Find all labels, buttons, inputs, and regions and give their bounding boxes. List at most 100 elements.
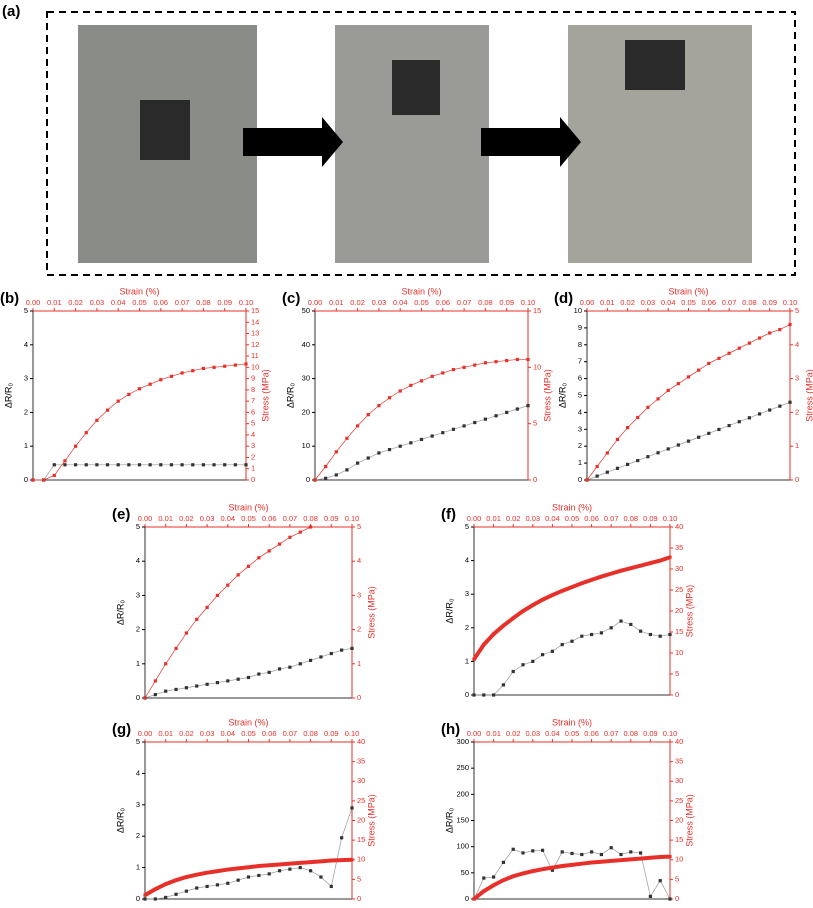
data-point xyxy=(143,893,147,897)
y-tick-label: 3 xyxy=(24,374,28,383)
data-point xyxy=(233,463,237,467)
y2-tick-label: 15 xyxy=(357,835,365,844)
data-point xyxy=(116,463,120,467)
data-point xyxy=(164,662,168,666)
data-point xyxy=(639,629,643,633)
y-tick-label: 5 xyxy=(24,306,28,315)
y-tick-label: 9 xyxy=(578,323,582,332)
data-point xyxy=(788,400,792,404)
data-point xyxy=(215,869,220,873)
series-line xyxy=(473,847,671,900)
y2-tick-label: 2 xyxy=(251,452,255,461)
y2-tick-label: 40 xyxy=(675,522,683,531)
data-point xyxy=(366,413,370,417)
y2-tick-label: 1 xyxy=(251,464,255,473)
data-point xyxy=(676,382,680,386)
data-point xyxy=(84,463,88,467)
y2-tick-label: 10 xyxy=(675,648,683,657)
y2-tick-label: 8 xyxy=(251,385,255,394)
x-tick-label: 0.02 xyxy=(179,514,194,523)
data-point xyxy=(483,361,487,365)
data-point xyxy=(511,669,515,674)
data-point xyxy=(319,655,323,659)
data-point xyxy=(570,585,574,589)
x-tick-label: 0.09 xyxy=(499,298,514,307)
y-tick-label: 8 xyxy=(578,340,582,349)
y2-axis-title: Stress (MPa) xyxy=(366,794,376,847)
data-point xyxy=(727,351,731,355)
data-point xyxy=(531,849,535,853)
data-point xyxy=(521,871,525,876)
data-point xyxy=(356,424,360,428)
data-point xyxy=(184,686,188,690)
x-tick-label: 0.03 xyxy=(525,729,540,738)
y-tick-label: 250 xyxy=(456,763,469,772)
data-point xyxy=(164,882,168,886)
data-point xyxy=(472,897,476,901)
data-point xyxy=(236,866,240,870)
y-tick-label: 5 xyxy=(465,522,469,531)
data-point xyxy=(658,855,662,859)
data-point xyxy=(257,556,261,560)
y-tick-label: 3 xyxy=(136,590,140,599)
y-axis-title: ΔR/R₀ xyxy=(444,598,454,624)
data-point xyxy=(377,404,381,408)
data-point xyxy=(656,397,660,401)
data-point xyxy=(174,878,178,882)
y2-tick-label: 12 xyxy=(251,340,259,349)
y2-tick-label: 15 xyxy=(675,627,683,636)
data-point xyxy=(223,364,227,368)
x-axis-title: Strain (%) xyxy=(228,502,268,512)
x-tick-label: 0.01 xyxy=(486,514,501,523)
data-point xyxy=(430,374,434,378)
x-tick-label: 0.06 xyxy=(584,514,599,523)
data-point xyxy=(212,463,216,467)
data-point xyxy=(747,341,751,345)
data-point xyxy=(541,598,545,602)
data-point xyxy=(319,859,323,863)
data-point xyxy=(324,464,328,469)
data-point xyxy=(244,463,248,467)
x-tick-label: 0.02 xyxy=(68,298,83,307)
data-point xyxy=(570,639,574,643)
data-point xyxy=(430,434,434,438)
data-point xyxy=(658,879,662,883)
data-point xyxy=(63,463,67,467)
data-point xyxy=(267,670,271,674)
data-point xyxy=(184,875,188,879)
y-tick-label: 40 xyxy=(302,340,310,349)
data-point xyxy=(609,859,613,863)
x-tick-label: 0.04 xyxy=(545,514,560,523)
data-point xyxy=(609,572,613,576)
data-point xyxy=(747,416,751,420)
x-tick-label: 0.05 xyxy=(241,514,256,523)
data-point xyxy=(143,897,147,901)
x-tick-label: 0.00 xyxy=(580,298,595,307)
data-point xyxy=(676,443,680,447)
data-point xyxy=(277,667,282,671)
x-tick-label: 0.01 xyxy=(47,298,62,307)
data-point xyxy=(233,363,237,367)
data-point xyxy=(236,878,240,882)
x-tick-label: 0.08 xyxy=(303,514,318,523)
data-point xyxy=(451,367,456,372)
y2-tick-label: 5 xyxy=(533,419,537,428)
x-tick-label: 0.06 xyxy=(435,298,450,307)
data-point xyxy=(184,889,188,893)
data-point xyxy=(191,463,195,467)
data-point xyxy=(184,631,188,635)
data-point xyxy=(472,693,476,697)
data-point xyxy=(288,867,292,871)
y-tick-label: 7 xyxy=(578,357,582,366)
data-point xyxy=(619,569,623,573)
plot-frame xyxy=(32,310,247,481)
x-tick-label: 0.09 xyxy=(762,298,777,307)
y-tick-label: 1 xyxy=(136,659,140,668)
series-line xyxy=(33,363,247,481)
data-point xyxy=(580,581,584,585)
x-axis-title: Strain (%) xyxy=(552,717,592,727)
x-tick-label: 0.04 xyxy=(220,514,235,523)
x-tick-label: 0.03 xyxy=(90,298,105,307)
y-tick-label: 20 xyxy=(302,407,310,416)
